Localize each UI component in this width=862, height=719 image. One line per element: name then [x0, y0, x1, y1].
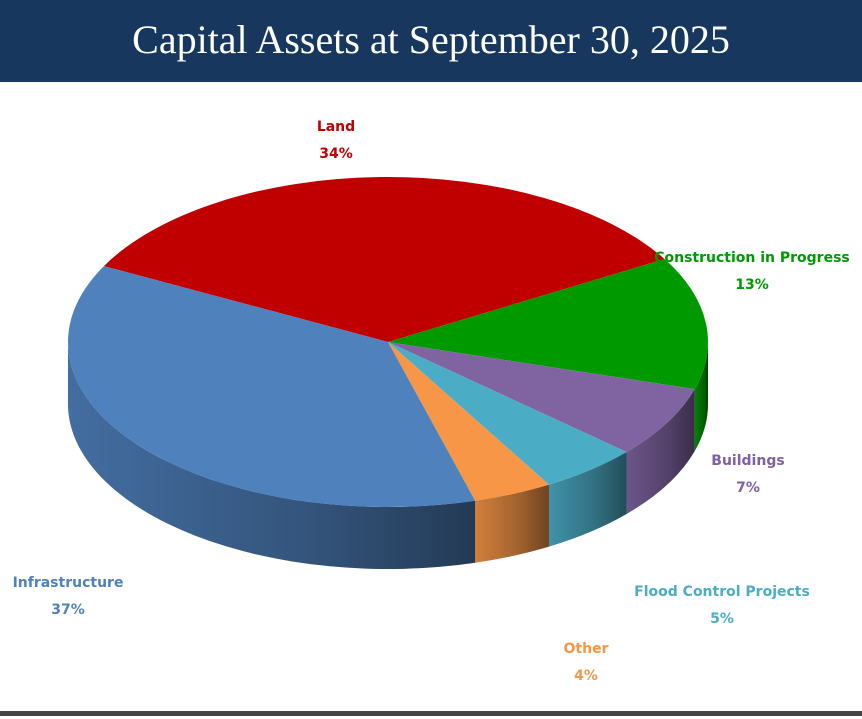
slice-side-shade	[68, 342, 476, 570]
bottom-rule	[0, 711, 862, 716]
slice	[68, 266, 476, 570]
slice-side-shade	[475, 484, 549, 563]
slice-top	[388, 342, 695, 452]
title-banner	[0, 0, 862, 82]
category-label: Construction in Progress	[654, 250, 850, 266]
slice-top	[388, 259, 708, 390]
value-label: 13%	[735, 277, 769, 293]
category-label: Infrastructure	[13, 575, 124, 591]
slice-top	[68, 266, 476, 507]
category-label: Land	[317, 119, 355, 135]
slice-top	[388, 342, 627, 485]
value-label: 5%	[710, 611, 734, 627]
slice-top	[388, 342, 549, 501]
category-label: Flood Control Projects	[634, 584, 810, 600]
chart-title: Capital Assets at September 30, 2025	[132, 17, 730, 62]
value-label: 4%	[574, 668, 598, 684]
slice	[103, 176, 665, 342]
category-label: Other	[564, 641, 609, 657]
value-label: 7%	[736, 480, 760, 496]
slice	[388, 259, 708, 452]
value-label: 37%	[51, 602, 85, 618]
slice	[388, 342, 695, 514]
slice-side-shade	[694, 342, 708, 452]
pie	[68, 176, 708, 570]
value-label: 34%	[319, 146, 353, 162]
slice-top	[103, 176, 665, 342]
category-label: Buildings	[711, 453, 784, 469]
slice-side-shade	[548, 451, 627, 547]
slice	[388, 342, 549, 563]
slice-side-shade	[626, 389, 695, 514]
slice	[388, 342, 627, 547]
